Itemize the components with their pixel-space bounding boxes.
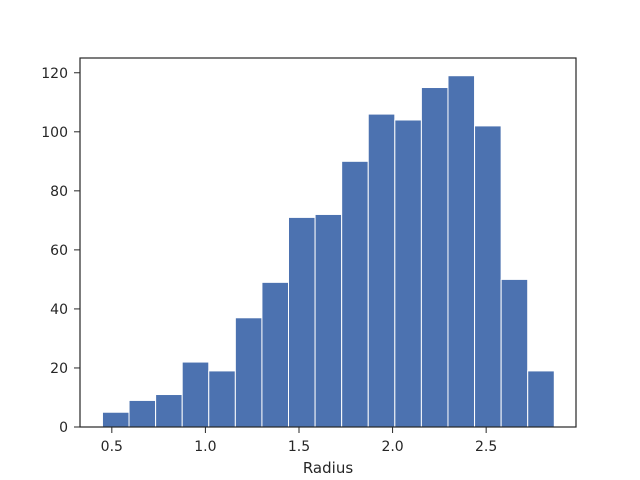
- y-axis-ticks: 0 20 40 60 80 100 120: [41, 66, 80, 436]
- x-axis-ticks: 0.5 1.0 1.5 2.0 2.5: [101, 427, 497, 455]
- histogram-bar: [261, 281, 290, 428]
- y-tick-label: 120: [41, 66, 68, 82]
- histogram-bar: [234, 317, 263, 428]
- histogram-bar: [314, 213, 343, 428]
- x-tick-label: 2.0: [381, 439, 403, 455]
- histogram-bar: [394, 119, 422, 428]
- x-tick-label: 0.5: [101, 439, 123, 455]
- y-tick-label: 80: [50, 184, 68, 200]
- x-axis-label: Radius: [303, 459, 353, 477]
- x-tick-label: 1.5: [288, 439, 310, 455]
- plot-frame: [79, 57, 577, 428]
- histogram-bar: [155, 394, 183, 428]
- y-tick-label: 100: [41, 125, 68, 141]
- histogram-bar: [341, 160, 369, 428]
- histogram-bar: [181, 361, 210, 428]
- histogram-bar: [447, 75, 476, 428]
- histogram-bar: [474, 125, 502, 428]
- histogram-bar: [288, 216, 316, 428]
- histogram-bar: [101, 411, 130, 428]
- histogram-bar: [208, 370, 236, 428]
- histogram-bar: [420, 87, 449, 428]
- bars-group: [101, 75, 555, 428]
- histogram-bar: [500, 278, 529, 428]
- y-tick-label: 60: [50, 243, 68, 259]
- histogram-bar: [367, 113, 396, 428]
- x-tick-label: 1.0: [194, 439, 216, 455]
- histogram-bar: [527, 370, 555, 428]
- y-tick-label: 0: [59, 420, 68, 436]
- x-tick-label: 2.5: [475, 439, 497, 455]
- histogram-bar: [128, 399, 157, 428]
- y-tick-label: 20: [50, 361, 68, 377]
- y-tick-label: 40: [50, 302, 68, 318]
